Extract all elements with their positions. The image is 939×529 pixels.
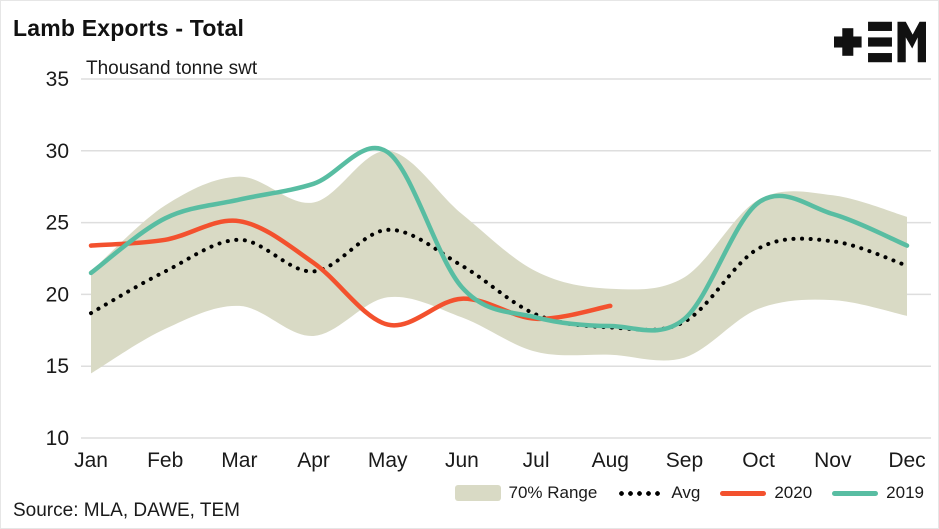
x-tick-label: May	[368, 449, 408, 472]
chart-title: Lamb Exports - Total	[13, 15, 245, 41]
legend-item-2019: 2019	[832, 483, 924, 503]
y-tick-label: 10	[46, 427, 69, 450]
legend-2020-swatch	[720, 490, 767, 496]
y-tick-label: 30	[46, 140, 69, 163]
legend-label-avg: Avg	[671, 483, 701, 502]
x-tick-label: Mar	[221, 449, 257, 472]
chart-subtitle: Thousand tonne swt	[86, 58, 258, 79]
band-area	[91, 150, 907, 374]
legend-dotted-swatch	[617, 489, 664, 497]
legend-2019-swatch	[832, 490, 879, 496]
plus-icon	[834, 28, 862, 56]
chart-legend: 70% Range Avg 2020 2019	[454, 483, 924, 503]
x-tick-label: Jun	[445, 449, 479, 472]
x-tick-label: Feb	[147, 449, 183, 472]
xi-bars-icon	[868, 21, 892, 63]
x-tick-label: Aug	[592, 449, 629, 472]
series-line-avg	[89, 227, 909, 332]
y-tick-label: 15	[46, 355, 69, 378]
legend-label-2020: 2020	[774, 483, 813, 502]
source-note: Source: MLA, DAWE, TEM	[13, 500, 240, 521]
legend-label-range: 70% Range	[508, 483, 598, 502]
x-tick-label: Apr	[297, 449, 330, 472]
legend-item-2020: 2020	[720, 483, 812, 503]
x-tick-label: Jul	[523, 449, 550, 472]
legend-item-range: 70% Range	[454, 483, 598, 503]
y-tick-label: 25	[46, 212, 69, 235]
x-tick-label: Sep	[666, 449, 703, 472]
series-line-2019	[88, 145, 910, 333]
tem-logo	[834, 21, 926, 63]
y-tick-label: 35	[46, 69, 69, 91]
y-tick-label: 20	[46, 283, 69, 306]
x-tick-label: Jan	[74, 449, 108, 472]
legend-item-avg: Avg	[617, 483, 700, 503]
x-tick-label: Oct	[742, 449, 775, 472]
m-letter-icon	[897, 21, 926, 63]
x-tick-label: Nov	[814, 449, 852, 472]
legend-band-swatch	[454, 485, 501, 501]
x-tick-label: Dec	[888, 449, 925, 472]
legend-label-2019: 2019	[886, 483, 924, 502]
